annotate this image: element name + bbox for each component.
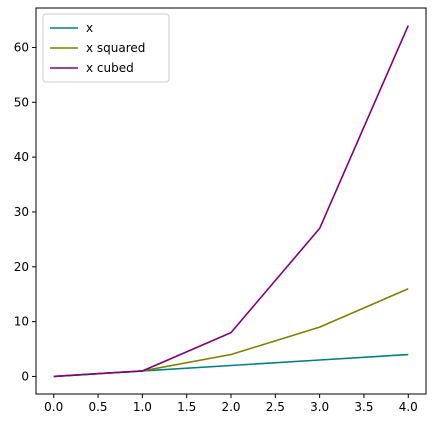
legend-label-1: x squared	[86, 41, 145, 55]
x-tick-label: 0.0	[44, 400, 63, 414]
x-tick-label: 3.5	[354, 400, 373, 414]
x-axis-ticks: 0.0 0.5 1.0 1.5 2.0 2.5 3.0 3.5 4.0	[44, 394, 418, 414]
y-tick-label: 20	[14, 260, 29, 274]
legend-label-0: x	[86, 21, 93, 35]
x-tick-label: 1.5	[177, 400, 196, 414]
legend-label-2: x cubed	[86, 61, 134, 75]
x-tick-label: 3.0	[310, 400, 329, 414]
x-tick-label: 2.0	[221, 400, 240, 414]
y-tick-label: 40	[14, 150, 29, 164]
series-line-2	[53, 25, 410, 378]
y-axis-ticks: 0 10 20 30 40 50 60	[14, 40, 36, 383]
series-lines	[53, 25, 410, 378]
legend-box	[42, 13, 170, 83]
x-tick-label: 0.5	[88, 400, 107, 414]
x-tick-label: 1.0	[133, 400, 152, 414]
y-tick-label: 10	[14, 315, 29, 329]
y-tick-label: 60	[14, 40, 29, 54]
legend: x x squared x cubed	[42, 13, 170, 83]
y-tick-label: 30	[14, 205, 29, 219]
y-tick-label: 0	[21, 369, 29, 383]
x-tick-label: 4.0	[399, 400, 418, 414]
y-tick-label: 50	[14, 95, 29, 109]
x-tick-label: 2.5	[266, 400, 285, 414]
